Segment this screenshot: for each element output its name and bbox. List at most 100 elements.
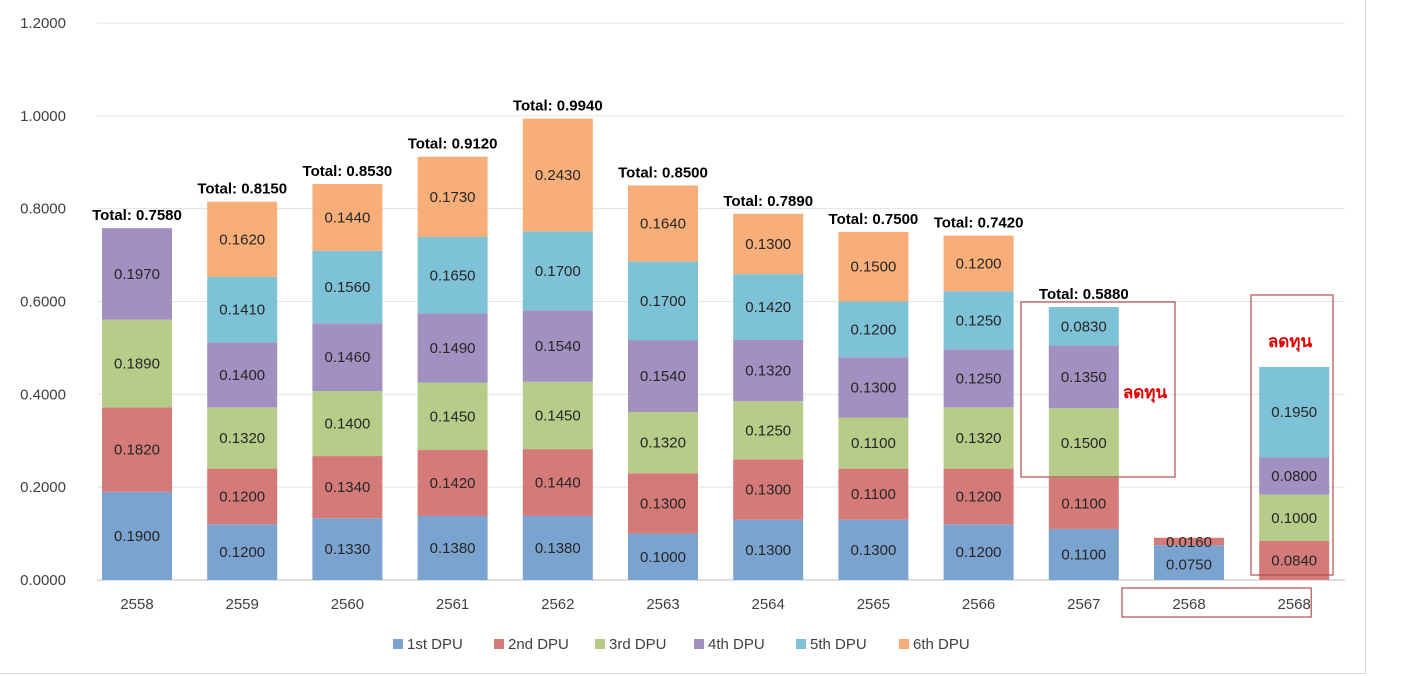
- bar-segment-5th-dpu: [417, 236, 488, 314]
- x-tick-label: 2565: [857, 596, 890, 613]
- bar-segment-5th-dpu: [1259, 366, 1330, 458]
- bar-segment-2nd-dpu: [628, 473, 698, 534]
- total-label: Total: 0.7890: [723, 193, 813, 210]
- legend-swatch: [393, 639, 403, 649]
- data-label: 0.1350: [1061, 369, 1107, 386]
- x-tick-label: 2568: [1172, 596, 1205, 613]
- data-label: 0.1540: [535, 338, 581, 355]
- bar-segment-4th-dpu: [1259, 457, 1330, 495]
- bar-segment-1st-dpu: [1048, 528, 1119, 580]
- x-axis: 2558 2559 2560 2561 2562 2563 2564 2565 2566 2567…: [120, 596, 1311, 613]
- gridlines: [97, 22, 1345, 581]
- bar-segment-2nd-dpu: [522, 449, 593, 516]
- data-label: 0.1540: [640, 368, 686, 385]
- data-label: 0.0830: [1061, 318, 1107, 335]
- bar-segment-2nd-dpu: [207, 468, 278, 525]
- legend-swatch: [694, 639, 704, 649]
- bar-segment-3rd-dpu: [733, 401, 804, 460]
- bar-segment-2nd-dpu: [838, 468, 909, 520]
- highlight-box: [1020, 301, 1176, 478]
- data-label: 0.1500: [850, 259, 896, 276]
- total-label: Total: 0.9120: [408, 136, 498, 153]
- data-label: 0.0160: [1166, 534, 1212, 551]
- bar-segment-1st-dpu: [733, 519, 804, 580]
- data-label: 0.0840: [1271, 553, 1317, 570]
- data-label: 0.1200: [956, 255, 1002, 272]
- bar-segment-2nd-dpu: [1259, 541, 1330, 580]
- data-label: 0.2430: [535, 167, 581, 184]
- bar-segment-3rd-dpu: [838, 417, 909, 469]
- data-label: 0.1700: [640, 293, 686, 310]
- bar-segment-1st-dpu: [522, 515, 593, 580]
- data-label: 0.1820: [114, 442, 160, 459]
- data-label: 0.1300: [850, 379, 896, 396]
- bar-segment-4th-dpu: [102, 228, 172, 320]
- data-label: 0.1640: [640, 216, 686, 233]
- total-label: Total: 0.7420: [934, 215, 1024, 232]
- bar-segment-1st-dpu: [207, 524, 278, 580]
- bar-segment-3rd-dpu: [102, 319, 172, 408]
- legend-swatch: [796, 639, 806, 649]
- bar-segment-4th-dpu: [312, 323, 383, 392]
- data-label: 0.1320: [745, 363, 791, 380]
- annotation-capital-reduction: ลดทุน: [1123, 383, 1168, 403]
- data-label: 0.1100: [1061, 495, 1106, 512]
- data-label: 0.1200: [850, 321, 896, 338]
- data-label: 0.1490: [430, 340, 476, 357]
- data-label: 0.1320: [219, 430, 265, 447]
- bar-segment-2nd-dpu: [102, 407, 172, 492]
- total-label: Total: 0.9940: [513, 98, 603, 115]
- bar-segment-5th-dpu: [943, 291, 1014, 350]
- data-label: 0.1100: [851, 486, 896, 503]
- data-label: 0.1650: [430, 267, 476, 284]
- data-label: 0.1380: [535, 540, 581, 557]
- bar-segment-4th-dpu: [522, 310, 593, 382]
- data-label: 0.1200: [219, 544, 265, 561]
- total-label: Total: 0.7500: [829, 211, 919, 228]
- bar-segment-3rd-dpu: [943, 407, 1014, 469]
- total-label: Total: 0.8530: [303, 163, 393, 180]
- bar-segment-2nd-dpu: [417, 450, 488, 516]
- data-label: 0.1560: [324, 279, 370, 296]
- data-label: 0.1400: [324, 416, 370, 433]
- data-label: 0.1380: [430, 540, 476, 557]
- bar-segment-5th-dpu: [628, 261, 698, 341]
- bar-segment-5th-dpu: [838, 301, 909, 358]
- bar-segment-3rd-dpu: [1259, 494, 1330, 542]
- bar-segment-4th-dpu: [1048, 345, 1119, 409]
- bar-segment-3rd-dpu: [1048, 408, 1119, 478]
- data-label: 0.1000: [640, 549, 686, 566]
- bar-segment-5th-dpu: [733, 274, 804, 341]
- bar-segment-1st-dpu: [1154, 545, 1224, 580]
- bar-segment-3rd-dpu: [207, 407, 278, 469]
- bar-segment-4th-dpu: [417, 313, 488, 383]
- legend: 1st DPU 2nd DPU 3rd DPU 4th DPU 5th DPU 6th D…: [393, 636, 970, 653]
- bar-segment-4th-dpu: [628, 340, 698, 412]
- data-label: 0.1970: [114, 266, 160, 283]
- data-label: 0.1300: [640, 495, 686, 512]
- data-label: 0.1500: [1061, 435, 1107, 452]
- bar-segment-4th-dpu: [943, 349, 1014, 408]
- bar-segment-1st-dpu: [417, 515, 488, 580]
- x-tick-label: 2559: [226, 596, 259, 613]
- bars: 0.1900 0.1820 0.1890 0.1970 Total: 0.7580 0.1…: [92, 98, 1330, 580]
- y-tick-label: 0.2000: [20, 479, 66, 496]
- data-label: 0.1900: [114, 528, 160, 545]
- bar-segment-5th-dpu: [207, 276, 278, 343]
- bar-segment-6th-dpu: [522, 118, 593, 232]
- data-label: 0.1950: [1271, 404, 1317, 421]
- bar-segment-2nd-dpu: [733, 459, 804, 520]
- x-tick-label: 2563: [646, 596, 679, 613]
- data-label: 0.1300: [850, 542, 896, 559]
- total-label: Total: 0.5880: [1039, 286, 1129, 303]
- legend-label: 5th DPU: [810, 636, 867, 653]
- legend-swatch: [595, 639, 605, 649]
- highlight-box: [1250, 294, 1334, 576]
- bar-segment-2nd-dpu: [1154, 537, 1224, 546]
- data-label: 0.1890: [114, 355, 160, 372]
- x-tick-label: 2558: [120, 596, 153, 613]
- data-label: 0.1620: [219, 231, 265, 248]
- bar-segment-2nd-dpu: [1048, 477, 1119, 529]
- bar-segment-5th-dpu: [1048, 307, 1119, 346]
